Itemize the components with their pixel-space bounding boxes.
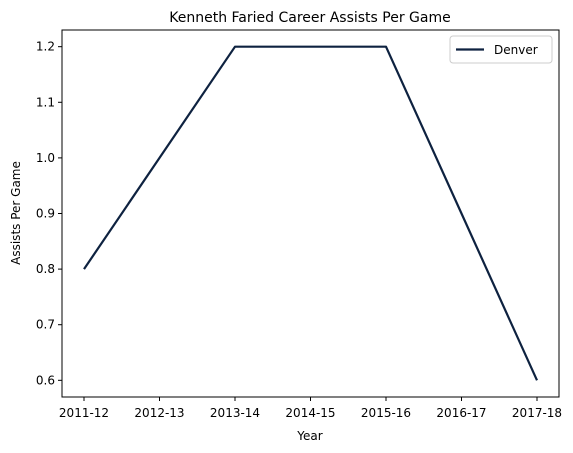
x-tick-label: 2015-16	[361, 406, 411, 420]
x-tick-label: 2016-17	[436, 406, 486, 420]
x-tick-label: 2012-13	[134, 406, 184, 420]
y-tick-label: 0.9	[36, 207, 55, 221]
y-axis-ticks: 0.6 0.7 0.8 0.9 1.0 1.1 1.2	[36, 40, 62, 387]
plot-area	[62, 30, 559, 397]
plot-frame	[61, 29, 560, 398]
chart-title: Kenneth Faried Career Assists Per Game	[169, 10, 450, 26]
series-layer	[83, 45, 539, 381]
y-tick-label: 1.0	[36, 151, 55, 165]
y-axis-label: Assists Per Game	[9, 161, 23, 265]
x-axis-label: Year	[296, 429, 322, 443]
x-tick-label: 2011-12	[59, 406, 109, 420]
y-tick-label: 1.1	[36, 95, 55, 109]
x-tick-label: 2014-15	[285, 406, 335, 420]
y-tick-label: 1.2	[36, 40, 55, 54]
y-tick-label: 0.7	[36, 318, 55, 332]
y-tick-label: 0.6	[36, 373, 55, 387]
x-tick-label: 2017-18	[512, 406, 562, 420]
x-tick-label: 2013-14	[210, 406, 260, 420]
legend-box	[449, 35, 553, 64]
x-axis-ticks: 2011-12 2012-13 2013-14 2014-15 2015-16 2016-…	[59, 397, 562, 420]
y-tick-label: 0.8	[36, 262, 55, 276]
series-line-denver	[83, 45, 539, 381]
legend: Denver	[449, 35, 553, 64]
legend-label-denver: Denver	[494, 43, 538, 57]
